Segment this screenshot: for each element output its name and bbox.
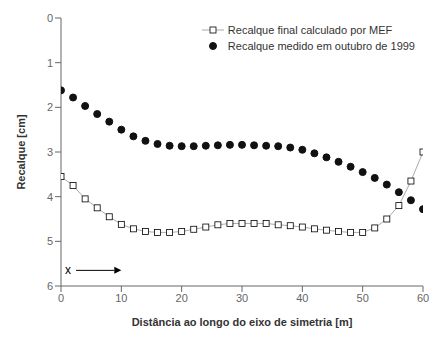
svg-text:0: 0 — [58, 292, 64, 304]
svg-text:50: 50 — [357, 292, 369, 304]
svg-text:Recalque [cm]: Recalque [cm] — [15, 114, 27, 190]
svg-text:20: 20 — [176, 292, 188, 304]
svg-text:60: 60 — [417, 292, 429, 304]
svg-text:6: 6 — [47, 280, 53, 292]
html-text:Recalque medido em outubro de: Recalque medido em outubro de 1999 — [227, 40, 415, 52]
svg-text:4: 4 — [47, 191, 53, 203]
svg-text:1: 1 — [47, 57, 53, 69]
svg-text:Distância ao longo do eixo de: Distância ao longo do eixo de simetria [… — [132, 316, 353, 328]
svg-text:x: x — [65, 263, 71, 277]
svg-text:3: 3 — [47, 146, 53, 158]
svg-text:0: 0 — [47, 12, 53, 24]
svg-text:10: 10 — [115, 292, 127, 304]
html-text:Recalque final calculado por M: Recalque final calculado por MEF — [227, 24, 393, 36]
svg-text:40: 40 — [296, 292, 308, 304]
svg-text:5: 5 — [47, 235, 53, 247]
svg-text:2: 2 — [47, 101, 53, 113]
svg-text:30: 30 — [236, 292, 248, 304]
